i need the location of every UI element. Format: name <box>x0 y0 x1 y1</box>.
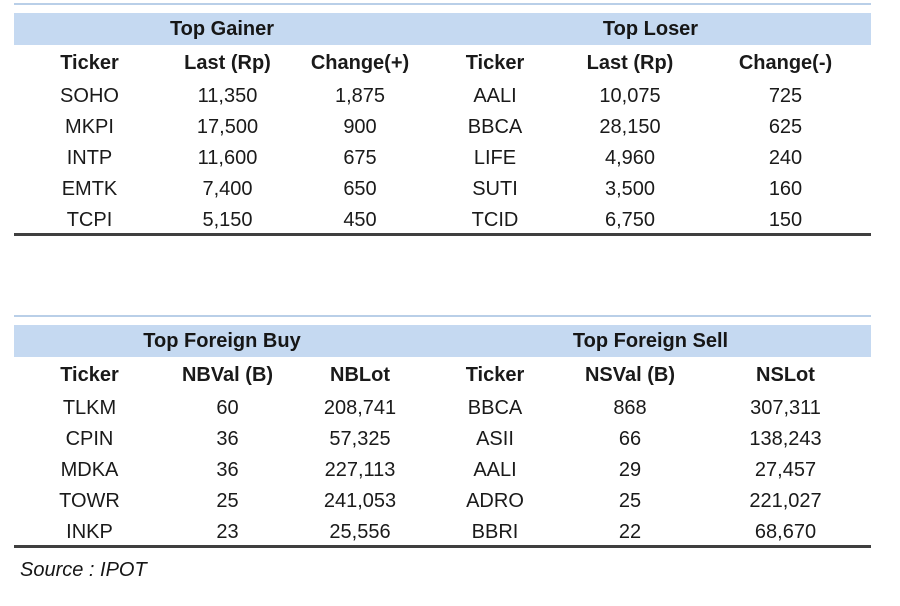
ticker-cell: MDKA <box>60 459 119 481</box>
column-header-ticker: Ticker <box>60 364 119 386</box>
table-top-border <box>14 3 871 5</box>
column-header-nslot: NSLot <box>756 364 815 386</box>
lot-cell: 68,670 <box>754 521 817 543</box>
section-title-top-loser: Top Loser <box>602 17 699 40</box>
val-cell: 29 <box>618 459 642 481</box>
lot-cell: 25,556 <box>329 521 391 543</box>
ticker-cell: MKPI <box>65 116 114 138</box>
column-header-change-plus: Change(+) <box>310 52 410 74</box>
lot-cell: 208,741 <box>323 397 397 419</box>
change-cell: 1,875 <box>334 85 386 107</box>
last-cell: 11,600 <box>197 147 258 169</box>
table-row: EMTK 7,400 650 SUTI 3,500 160 <box>14 174 871 205</box>
change-cell: 625 <box>768 116 803 138</box>
ticker-cell: AALI <box>473 85 517 107</box>
ticker-cell: CPIN <box>65 428 114 450</box>
table-row: TLKM 60 208,741 BBCA 868 307,311 <box>14 393 871 424</box>
table-row: TOWR 25 241,053 ADRO 25 221,027 <box>14 486 871 517</box>
change-cell: 150 <box>768 209 803 231</box>
val-cell: 36 <box>216 459 239 481</box>
last-cell: 11,350 <box>197 85 258 107</box>
ticker-cell: EMTK <box>61 178 118 200</box>
table-foreign-buy-sell: Top Foreign Buy Top Foreign Sell Ticker … <box>14 315 871 548</box>
last-cell: 28,150 <box>599 116 661 138</box>
column-header-ticker: Ticker <box>465 364 525 386</box>
title-band: Top Foreign Buy Top Foreign Sell <box>14 325 871 357</box>
val-cell: 60 <box>216 397 239 419</box>
lot-cell: 307,311 <box>750 397 821 419</box>
ticker-cell: TLKM <box>62 397 117 419</box>
table-row: INTP 11,600 675 LIFE 4,960 240 <box>14 143 871 174</box>
change-cell: 650 <box>343 178 377 200</box>
source-note: Source : IPOT <box>20 559 147 581</box>
last-cell: 5,150 <box>202 209 253 231</box>
section-title-top-foreign-sell: Top Foreign Sell <box>572 329 729 352</box>
table-gainer-loser: Top Gainer Top Loser Ticker Last (Rp) Ch… <box>14 3 871 236</box>
val-cell: 25 <box>618 490 642 512</box>
last-cell: 17,500 <box>196 116 259 138</box>
val-cell: 22 <box>618 521 642 543</box>
val-cell: 868 <box>613 397 647 419</box>
ticker-cell: AALI <box>473 459 517 481</box>
ticker-cell: INKP <box>66 521 113 543</box>
table-row: MKPI 17,500 900 BBCA 28,150 625 <box>14 112 871 143</box>
ticker-cell: BBCA <box>467 397 523 419</box>
change-cell: 900 <box>343 116 377 138</box>
ticker-cell: SUTI <box>472 178 518 200</box>
ticker-cell: ADRO <box>466 490 524 512</box>
ticker-cell: LIFE <box>473 147 517 169</box>
column-header-last: Last (Rp) <box>586 52 674 74</box>
change-cell: 450 <box>343 209 377 231</box>
ticker-cell: BBCA <box>467 116 523 138</box>
val-cell: 66 <box>618 428 642 450</box>
ticker-cell: BBRI <box>471 521 519 543</box>
ticker-cell: TCPI <box>66 209 113 231</box>
column-header-nblot: NBLot <box>330 364 390 386</box>
column-header-nsval: NSVal (B) <box>584 364 676 386</box>
section-title-top-gainer: Top Gainer <box>169 17 275 40</box>
table-row: TCPI 5,150 450 TCID 6,750 150 <box>14 205 871 236</box>
column-header-ticker: Ticker <box>465 52 525 74</box>
ticker-cell: TCID <box>471 209 519 231</box>
ticker-cell: TOWR <box>59 490 120 512</box>
last-cell: 6,750 <box>604 209 656 231</box>
change-cell: 160 <box>768 178 803 200</box>
change-cell: 240 <box>768 147 803 169</box>
table-row: SOHO 11,350 1,875 AALI 10,075 725 <box>14 81 871 112</box>
ticker-cell: SOHO <box>60 85 119 107</box>
last-cell: 7,400 <box>202 178 253 200</box>
title-band: Top Gainer Top Loser <box>14 13 871 45</box>
column-header-change-minus: Change(-) <box>738 52 833 74</box>
val-cell: 25 <box>216 490 239 512</box>
lot-cell: 221,027 <box>749 490 822 512</box>
ticker-cell: INTP <box>66 147 113 169</box>
table-top-border <box>14 315 871 317</box>
column-header-nbval: NBVal (B) <box>181 364 274 386</box>
lot-cell: 241,053 <box>323 490 397 512</box>
lot-cell: 27,457 <box>754 459 817 481</box>
column-header-ticker: Ticker <box>60 52 119 74</box>
val-cell: 36 <box>216 428 239 450</box>
header-row: Ticker NBVal (B) NBLot Ticker NSVal (B) … <box>14 357 871 393</box>
section-title-top-foreign-buy: Top Foreign Buy <box>143 329 301 352</box>
change-cell: 675 <box>343 147 377 169</box>
last-cell: 10,075 <box>599 85 661 107</box>
last-cell: 3,500 <box>604 178 656 200</box>
table-row: CPIN 36 57,325 ASII 66 138,243 <box>14 424 871 455</box>
lot-cell: 57,325 <box>329 428 391 450</box>
change-cell: 725 <box>768 85 803 107</box>
header-row: Ticker Last (Rp) Change(+) Ticker Last (… <box>14 45 871 81</box>
val-cell: 23 <box>216 521 239 543</box>
table-row: MDKA 36 227,113 AALI 29 27,457 <box>14 455 871 486</box>
table-row: INKP 23 25,556 BBRI 22 68,670 <box>14 517 871 548</box>
lot-cell: 227,113 <box>324 459 396 481</box>
ticker-cell: ASII <box>476 428 514 450</box>
last-cell: 4,960 <box>604 147 656 169</box>
lot-cell: 138,243 <box>749 428 822 450</box>
column-header-last: Last (Rp) <box>184 52 271 74</box>
